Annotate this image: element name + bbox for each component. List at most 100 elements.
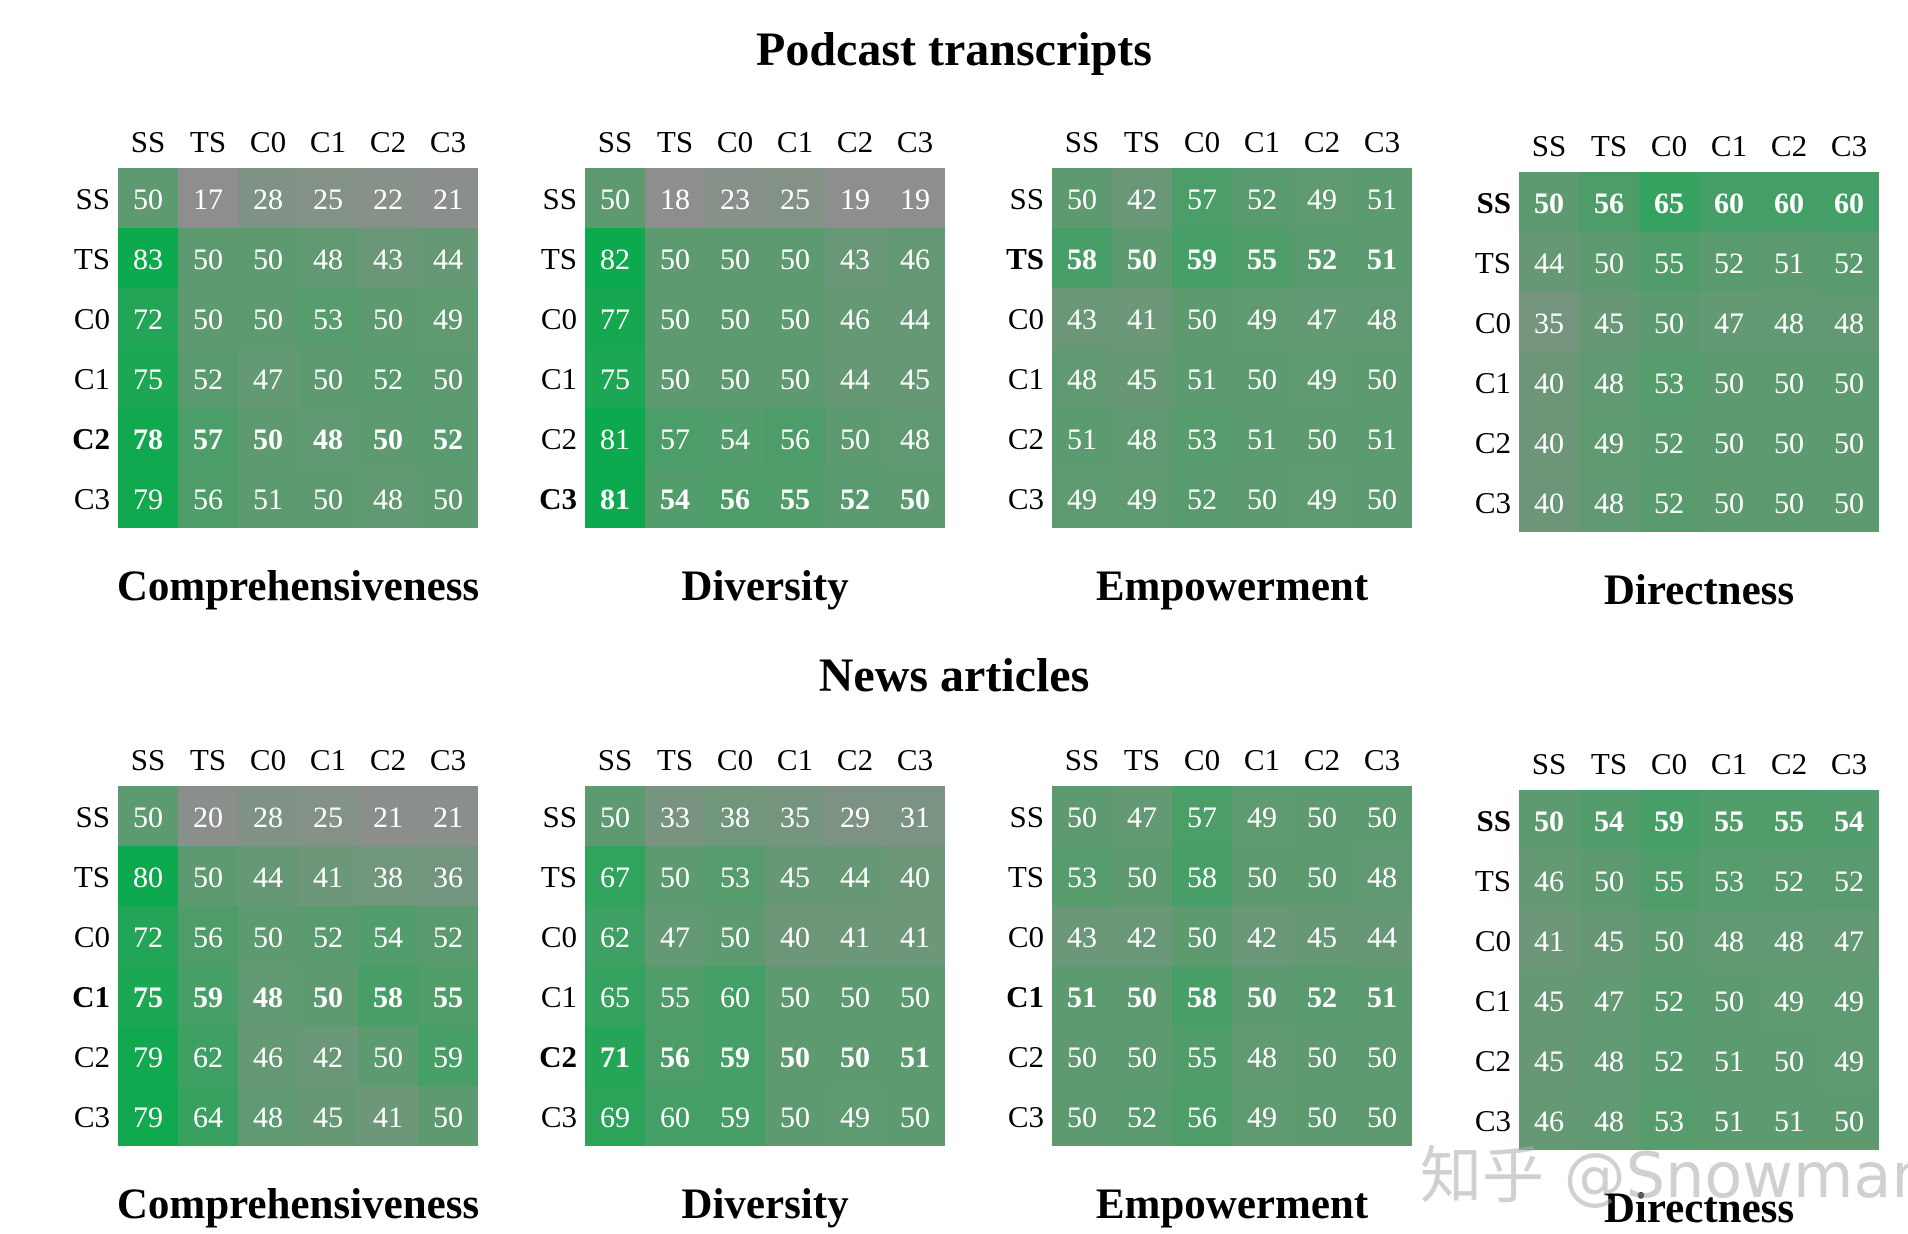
column-label: TS xyxy=(657,124,693,159)
cell-value: 52 xyxy=(1187,483,1217,516)
heatmap-cell xyxy=(1519,850,1579,910)
heatmap-cell xyxy=(1639,850,1699,910)
column-label: SS xyxy=(1532,746,1566,781)
column-label: C2 xyxy=(837,124,873,159)
heatmap-cell xyxy=(418,906,478,966)
row-label: C1 xyxy=(72,979,110,1014)
heatmap-cell xyxy=(825,168,885,228)
heatmap-cell xyxy=(1699,850,1759,910)
heatmap-cell xyxy=(1352,1026,1412,1086)
heatmap-cell xyxy=(1699,232,1759,292)
heatmap-cell xyxy=(178,168,238,228)
heatmap-cell xyxy=(585,966,645,1026)
column-label: C3 xyxy=(430,742,466,777)
cell-value: 47 xyxy=(1307,303,1337,336)
cell-value: 48 xyxy=(253,1101,283,1134)
heatmap-cell xyxy=(1232,468,1292,528)
heatmap-cell xyxy=(1292,846,1352,906)
heatmap-cell xyxy=(118,1026,178,1086)
row-label: C3 xyxy=(539,481,577,516)
heatmap-cell xyxy=(1112,1026,1172,1086)
heatmap-cell xyxy=(1639,1030,1699,1090)
heatmap-cell xyxy=(1112,906,1172,966)
heatmap-cell xyxy=(298,168,358,228)
cell-value: 50 xyxy=(373,423,403,456)
cell-value: 50 xyxy=(1307,1101,1337,1134)
cell-value: 50 xyxy=(1594,247,1624,280)
cell-value: 45 xyxy=(1594,925,1624,958)
cell-value: 50 xyxy=(1247,363,1277,396)
heatmap-cell xyxy=(1352,966,1412,1026)
heatmap-cell xyxy=(1519,292,1579,352)
heatmap-cell xyxy=(358,348,418,408)
cell-value: 56 xyxy=(780,423,810,456)
row-label: C3 xyxy=(74,1099,110,1134)
cell-value: 50 xyxy=(433,483,463,516)
cell-value: 31 xyxy=(900,801,930,834)
cell-value: 52 xyxy=(1127,1101,1157,1134)
heatmap-cell xyxy=(645,408,705,468)
heatmap-cell xyxy=(1759,1090,1819,1150)
cell-value: 71 xyxy=(600,1041,630,1074)
cell-value: 50 xyxy=(1594,865,1624,898)
heatmap-cell xyxy=(1759,910,1819,970)
cell-value: 45 xyxy=(780,861,810,894)
row-label: C0 xyxy=(1475,305,1511,340)
heatmap-cell xyxy=(1759,352,1819,412)
cell-value: 53 xyxy=(1067,861,1097,894)
heatmap-cell xyxy=(1352,408,1412,468)
heatmap-cell xyxy=(1292,966,1352,1026)
cell-value: 50 xyxy=(253,243,283,276)
heatmap-cell xyxy=(1579,412,1639,472)
heatmap-cell xyxy=(885,228,945,288)
heatmap-cell xyxy=(1699,412,1759,472)
heatmap-cell xyxy=(645,906,705,966)
heatmap-cell xyxy=(1699,790,1759,850)
cell-value: 44 xyxy=(900,303,930,336)
heatmap-cell xyxy=(765,228,825,288)
row-label: C2 xyxy=(539,1039,577,1074)
row-label: C2 xyxy=(541,421,577,456)
column-label: C3 xyxy=(1364,124,1400,159)
heatmap-cell xyxy=(765,288,825,348)
heatmap-cell xyxy=(238,408,298,468)
cell-value: 50 xyxy=(373,1041,403,1074)
cell-value: 25 xyxy=(780,183,810,216)
row-label: C2 xyxy=(1475,1043,1511,1078)
cell-value: 60 xyxy=(1774,187,1804,220)
cell-value: 50 xyxy=(1247,981,1277,1014)
heatmap-cell xyxy=(1699,1090,1759,1150)
cell-value: 49 xyxy=(1247,303,1277,336)
column-label: C3 xyxy=(1831,128,1867,163)
row-label: SS xyxy=(543,181,577,216)
cell-value: 20 xyxy=(193,801,223,834)
cell-value: 50 xyxy=(1774,427,1804,460)
column-label: C2 xyxy=(1304,124,1340,159)
cell-value: 58 xyxy=(1067,243,1097,276)
cell-value: 25 xyxy=(313,183,343,216)
heatmap-cell xyxy=(1519,352,1579,412)
row-label: C3 xyxy=(1008,481,1044,516)
cell-value: 50 xyxy=(1834,427,1864,460)
cell-value: 40 xyxy=(1534,367,1564,400)
heatmap-cell xyxy=(1292,348,1352,408)
heatmap-cell xyxy=(1352,846,1412,906)
heatmap-cell xyxy=(1519,970,1579,1030)
heatmap-cell xyxy=(1292,408,1352,468)
cell-value: 48 xyxy=(900,423,930,456)
cell-value: 52 xyxy=(1654,427,1684,460)
column-label: SS xyxy=(131,742,165,777)
column-label: C2 xyxy=(370,124,406,159)
column-label: C0 xyxy=(1651,128,1687,163)
cell-value: 50 xyxy=(1367,801,1397,834)
row-label: C1 xyxy=(541,361,577,396)
heatmap-cell xyxy=(1639,352,1699,412)
cell-value: 21 xyxy=(433,183,463,216)
heatmap-cell xyxy=(238,228,298,288)
cell-value: 50 xyxy=(660,363,690,396)
cell-value: 55 xyxy=(1774,805,1804,838)
row-label: C0 xyxy=(74,919,110,954)
cell-value: 49 xyxy=(1127,483,1157,516)
heatmap-cell xyxy=(178,1026,238,1086)
cell-value: 52 xyxy=(1307,981,1337,1014)
